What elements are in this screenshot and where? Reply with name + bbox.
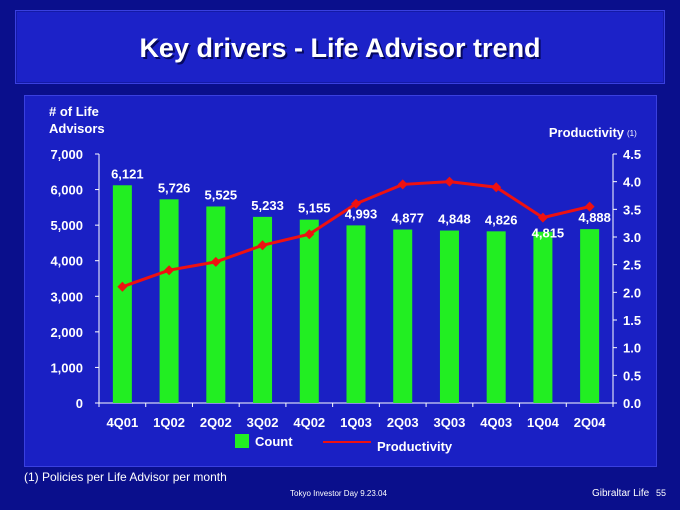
right-tick-label: 2.0 xyxy=(623,285,641,300)
x-tick-label: 1Q03 xyxy=(340,415,372,430)
right-tick-label: 3.5 xyxy=(623,202,641,217)
x-tick-label: 1Q04 xyxy=(527,415,560,430)
bar-count xyxy=(533,231,553,403)
bar-data-label: 5,726 xyxy=(158,180,191,195)
footer-event: Tokyo Investor Day 9.23.04 xyxy=(290,489,387,498)
bar-count xyxy=(439,230,459,403)
left-tick-label: 4,000 xyxy=(50,254,83,269)
legend-productivity-label: Productivity xyxy=(377,439,453,454)
right-tick-label: 0.0 xyxy=(623,396,641,411)
productivity-marker xyxy=(304,229,315,240)
left-axis-title-line1: # of Life xyxy=(49,104,99,119)
productivity-marker xyxy=(397,179,408,190)
right-tick-label: 1.0 xyxy=(623,341,641,356)
left-tick-label: 0 xyxy=(76,396,83,411)
bar-count xyxy=(486,231,506,403)
bar-count xyxy=(159,199,179,403)
productivity-marker xyxy=(444,176,455,187)
left-axis-title-line2: Advisors xyxy=(49,121,105,136)
footer-company: Gibraltar Life xyxy=(592,488,650,499)
bar-count xyxy=(393,229,413,403)
bar-data-label: 6,121 xyxy=(111,166,144,181)
left-tick-label: 6,000 xyxy=(50,183,83,198)
productivity-marker xyxy=(537,212,548,223)
bar-count xyxy=(206,206,226,403)
legend-count-label: Count xyxy=(255,434,293,449)
legend-count-swatch xyxy=(235,434,249,448)
bar-count xyxy=(299,219,319,403)
productivity-marker xyxy=(584,201,595,212)
bar-data-label: 4,993 xyxy=(345,206,378,221)
slide-title: Key drivers - Life Advisor trend xyxy=(139,33,541,63)
x-tick-label: 4Q01 xyxy=(106,415,138,430)
productivity-marker xyxy=(351,198,361,209)
bar-data-label: 4,848 xyxy=(438,212,471,227)
right-axis-title: Productivity xyxy=(549,125,625,140)
x-tick-label: 1Q02 xyxy=(153,415,185,430)
x-tick-label: 4Q02 xyxy=(293,415,325,430)
right-tick-label: 0.5 xyxy=(623,368,641,383)
productivity-marker xyxy=(117,281,128,292)
title-band: Key drivers - Life Advisor trend xyxy=(15,10,665,84)
left-tick-label: 5,000 xyxy=(50,218,83,233)
productivity-marker xyxy=(491,182,502,193)
productivity-marker xyxy=(257,240,268,251)
x-tick-label: 3Q03 xyxy=(434,415,466,430)
page-number: 55 xyxy=(656,488,667,498)
left-tick-label: 1,000 xyxy=(50,360,83,375)
productivity-marker xyxy=(210,256,221,267)
footnote: (1) Policies per Life Advisor per month xyxy=(24,470,227,484)
productivity-marker xyxy=(164,265,175,276)
x-tick-label: 2Q03 xyxy=(387,415,419,430)
right-axis-title-note: (1) xyxy=(627,129,637,138)
bar-count xyxy=(112,185,132,403)
right-tick-label: 2.5 xyxy=(623,258,641,273)
x-tick-label: 4Q03 xyxy=(480,415,512,430)
left-tick-label: 3,000 xyxy=(50,289,83,304)
x-tick-label: 2Q02 xyxy=(200,415,232,430)
bar-data-label: 4,888 xyxy=(578,210,611,225)
bar-count xyxy=(580,229,600,403)
left-tick-label: 2,000 xyxy=(50,325,83,340)
bar-data-label: 5,525 xyxy=(205,187,238,202)
right-tick-label: 1.5 xyxy=(623,313,641,328)
bar-data-label: 5,155 xyxy=(298,201,331,216)
left-tick-label: 7,000 xyxy=(50,147,83,162)
right-tick-label: 4.5 xyxy=(623,147,641,162)
bar-count xyxy=(253,216,273,403)
bar-data-label: 4,826 xyxy=(485,212,518,227)
chart-panel: # of Life Advisors Productivity (1) 0 1,000 2,… xyxy=(24,95,657,467)
right-tick-label: 3.0 xyxy=(623,230,641,245)
x-tick-label: 3Q02 xyxy=(247,415,279,430)
bar-data-label: 5,233 xyxy=(251,198,284,213)
bar-data-label: 4,815 xyxy=(532,226,565,241)
bar-count xyxy=(346,225,366,403)
x-tick-label: 2Q04 xyxy=(574,415,607,430)
right-tick-label: 4.0 xyxy=(623,175,641,190)
bar-data-label: 4,877 xyxy=(391,211,424,226)
